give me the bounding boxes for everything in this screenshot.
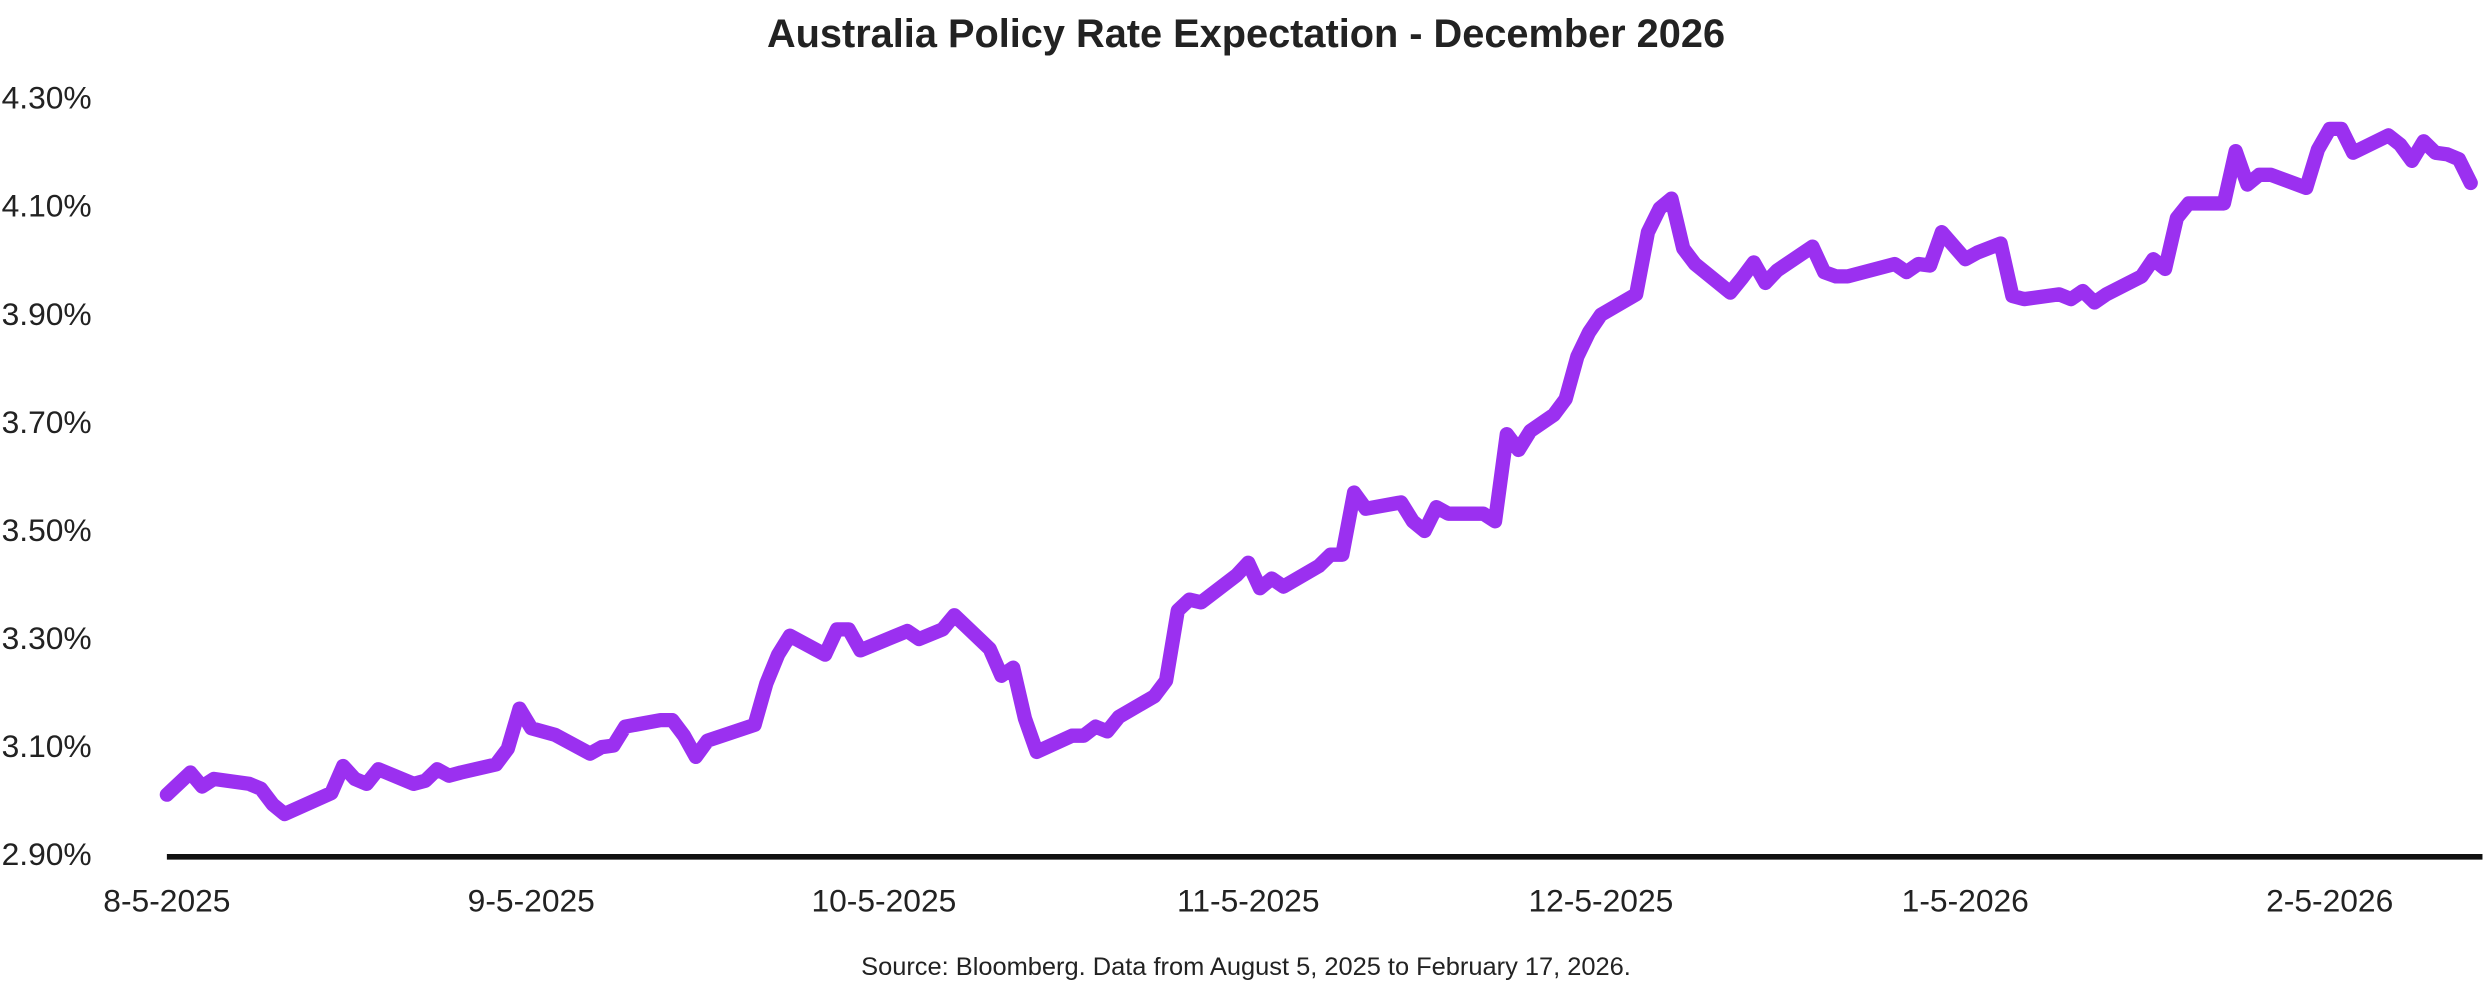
- x-tick-label: 12-5-2025: [1528, 882, 1673, 918]
- y-tick-label: 3.10%: [2, 728, 92, 764]
- y-tick-label: 4.10%: [2, 188, 92, 224]
- y-tick-label: 3.70%: [2, 404, 92, 440]
- x-tick-label: 8-5-2025: [103, 882, 230, 918]
- x-tick-label: 1-5-2026: [1902, 882, 2029, 918]
- data-line: [159, 121, 2478, 822]
- x-tick-label: 10-5-2025: [811, 882, 956, 918]
- chart-title: Australia Policy Rate Expectation - Dece…: [767, 12, 1725, 56]
- x-tick-label: 9-5-2025: [468, 882, 595, 918]
- x-tick-label: 2-5-2026: [2266, 882, 2393, 918]
- y-tick-label: 3.50%: [2, 512, 92, 548]
- source-note: Source: Bloomberg. Data from August 5, 2…: [861, 953, 1631, 981]
- y-tick-label: 2.90%: [2, 836, 92, 872]
- y-tick-label: 3.90%: [2, 296, 92, 332]
- y-tick-label: 4.30%: [2, 80, 92, 116]
- y-tick-label: 3.30%: [2, 620, 92, 656]
- x-tick-label: 11-5-2025: [1177, 882, 1319, 918]
